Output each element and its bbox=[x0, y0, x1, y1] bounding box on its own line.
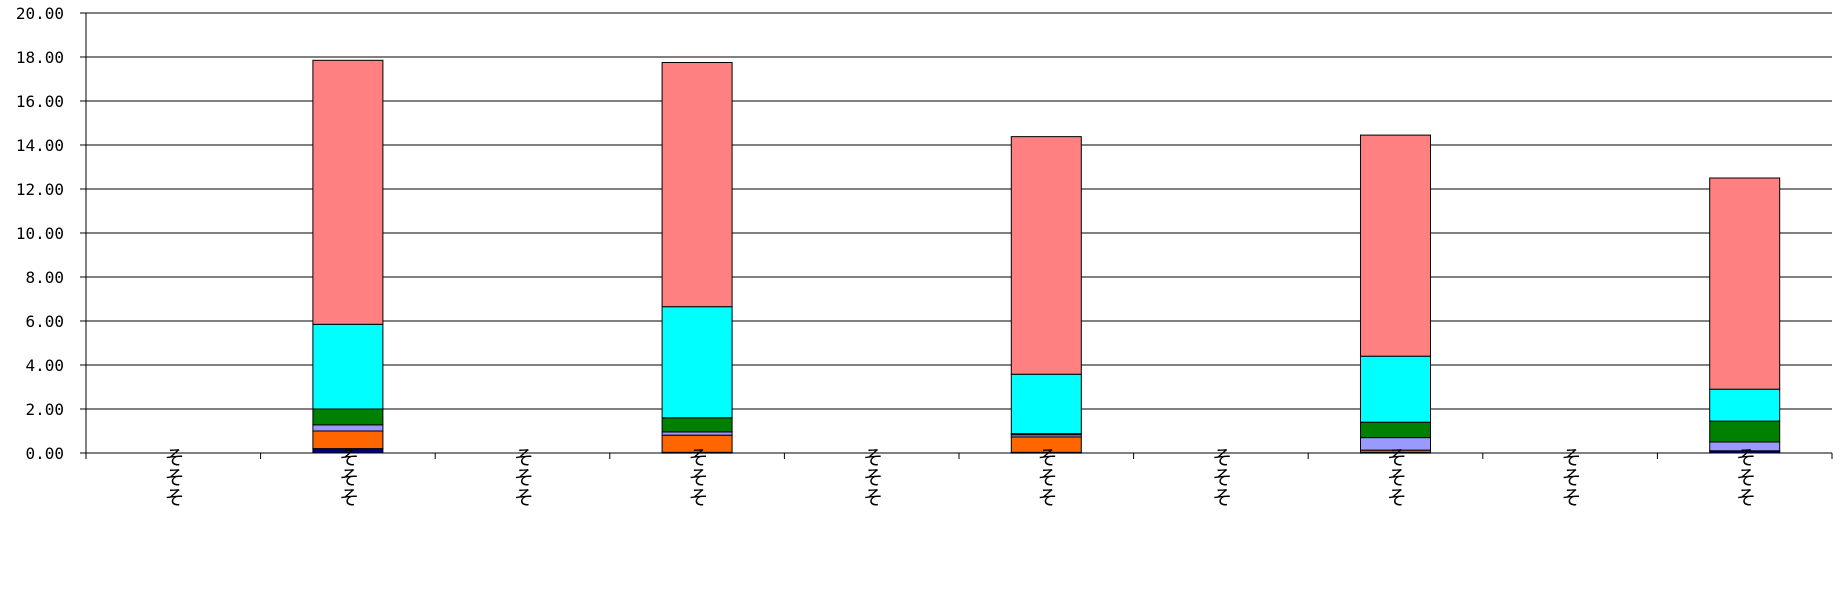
x-category-label: そそそ bbox=[1209, 447, 1233, 507]
y-tick-label: 10.00 bbox=[16, 224, 64, 243]
bar-segment bbox=[1360, 355, 1431, 423]
bars bbox=[312, 59, 1781, 454]
bar-segment bbox=[661, 306, 733, 419]
bar-segment bbox=[312, 430, 384, 450]
x-category-label: そそそ bbox=[860, 447, 884, 507]
x-category-label: そそそ bbox=[1733, 447, 1757, 507]
x-category-label: そそそ bbox=[336, 447, 360, 507]
y-tick-label: 6.00 bbox=[25, 312, 64, 331]
bar-segment bbox=[1360, 421, 1431, 439]
x-axis-category-labels: そそそ そそそ そそそ そそそ そそそ そそそ そそそ そそそ そそそ そそそ bbox=[85, 447, 1833, 507]
bar-segment bbox=[661, 417, 733, 433]
bar-segment bbox=[1709, 177, 1781, 390]
x-category-label: そそそ bbox=[1384, 447, 1408, 507]
bar-segment bbox=[312, 323, 384, 410]
bar-segment bbox=[1010, 136, 1082, 375]
bar-segment bbox=[1709, 388, 1781, 422]
y-axis-tick-labels: 0.00 2.00 4.00 6.00 8.00 10.00 12.00 14.00 16.00… bbox=[16, 4, 86, 463]
y-tick-label: 0.00 bbox=[25, 444, 64, 463]
y-tick-label: 2.00 bbox=[25, 400, 64, 419]
y-tick-label: 20.00 bbox=[16, 4, 64, 23]
x-category-label: そそそ bbox=[685, 447, 709, 507]
y-tick-label: 16.00 bbox=[16, 92, 64, 111]
bar-segment bbox=[312, 59, 384, 325]
x-category-label: そそそ bbox=[511, 447, 535, 507]
y-tick-label: 4.00 bbox=[25, 356, 64, 375]
bar-segment bbox=[312, 424, 384, 432]
x-category-label: そそそ bbox=[1034, 447, 1058, 507]
bar-segment bbox=[1709, 420, 1781, 443]
y-tick-label: 8.00 bbox=[25, 268, 64, 287]
y-tick-label: 14.00 bbox=[16, 136, 64, 155]
x-category-label: そそそ bbox=[161, 447, 185, 507]
bar-segment bbox=[661, 62, 733, 308]
bar-segment bbox=[312, 408, 384, 426]
y-tick-label: 12.00 bbox=[16, 180, 64, 199]
x-category-label: そそそ bbox=[1558, 447, 1582, 507]
y-tick-label: 18.00 bbox=[16, 48, 64, 67]
bar-segment bbox=[1010, 373, 1082, 435]
bar-segment bbox=[1360, 134, 1431, 357]
